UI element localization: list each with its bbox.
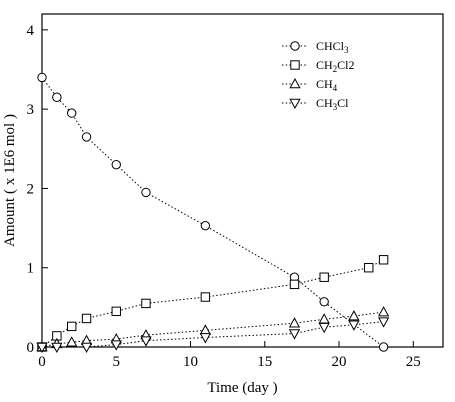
series-ch3cl <box>36 317 390 354</box>
x-tick-label: 15 <box>257 354 272 370</box>
data-point-chcl3 <box>37 72 47 83</box>
x-tick-label: 25 <box>406 354 421 370</box>
legend-label: CH3Cl <box>316 96 349 112</box>
legend-item-ch2cl2: CH2Cl2 <box>282 58 355 74</box>
series-chcl3 <box>37 72 389 352</box>
data-point-chcl3 <box>111 159 121 170</box>
data-point-chcl3 <box>81 132 92 142</box>
data-point-ch3cl <box>199 333 212 344</box>
x-tick-label: 5 <box>113 354 121 370</box>
data-point-ch3cl <box>140 336 152 347</box>
series-line-ch3cl <box>42 321 384 348</box>
x-tick-label: 0 <box>38 354 46 370</box>
data-point-ch4 <box>348 310 360 321</box>
legend-label: CH2Cl2 <box>316 58 355 74</box>
x-tick-label: 10 <box>183 354 198 370</box>
data-point-ch4 <box>377 306 390 317</box>
x-axis-title: Time (day ) <box>207 380 277 396</box>
legend-label: CH4 <box>316 77 338 93</box>
data-point-chcl3 <box>67 108 77 118</box>
legend-marker <box>289 77 301 89</box>
data-point-ch2cl2 <box>67 321 77 332</box>
series-line-chcl3 <box>41 77 384 348</box>
legend-marker <box>290 60 300 70</box>
legend-marker <box>289 98 301 110</box>
data-point-ch3cl <box>318 322 330 334</box>
data-point-ch2cl2 <box>81 313 92 324</box>
series-layer <box>36 72 390 354</box>
data-point-ch3cl <box>348 320 360 331</box>
y-tick-label: 3 <box>27 102 35 118</box>
data-point-ch4 <box>318 313 330 324</box>
data-point-ch3cl <box>288 329 301 340</box>
y-tick-label: 0 <box>27 340 35 356</box>
data-point-ch2cl2 <box>378 255 389 265</box>
data-point-chcl3 <box>52 92 62 102</box>
data-point-ch3cl <box>377 317 390 328</box>
data-point-ch2cl2 <box>141 298 151 309</box>
data-point-ch2cl2 <box>289 279 300 290</box>
x-tick-label: 20 <box>332 354 347 370</box>
legend-label: CHCl3 <box>316 39 349 55</box>
y-axis-title: Amount ( x 1E6 mol ) <box>2 114 18 247</box>
legend-item-chcl3: CHCl3 <box>282 39 349 55</box>
y-tick-label: 4 <box>27 23 35 39</box>
data-point-ch2cl2 <box>319 272 329 282</box>
data-point-ch2cl2 <box>111 306 121 317</box>
plot-frame <box>41 13 444 348</box>
data-point-ch2cl2 <box>364 263 374 273</box>
data-point-ch3cl <box>51 342 63 354</box>
data-point-chcl3 <box>319 297 329 307</box>
y-tick-label: 1 <box>27 261 35 277</box>
data-point-ch3cl <box>80 342 93 354</box>
legend-item-ch3cl: CH3Cl <box>282 96 349 112</box>
legend-marker <box>290 41 300 51</box>
data-point-chcl3 <box>200 220 211 231</box>
data-point-ch3cl <box>110 340 122 351</box>
data-point-ch4 <box>66 336 78 347</box>
series-line-ch2cl2 <box>41 259 384 348</box>
data-point-ch4 <box>288 317 301 328</box>
data-point-ch3cl <box>36 342 48 354</box>
legend-item-ch4: CH4 <box>282 77 338 93</box>
y-tick-label: 2 <box>27 181 35 197</box>
axes: 0 5 10 15 20 25 0 1 2 3 4 <box>27 13 444 370</box>
data-point-chcl3 <box>141 187 151 198</box>
data-point-chcl3 <box>378 342 389 352</box>
data-point-ch2cl2 <box>200 292 211 302</box>
legend: CHCl3 CH2Cl2 CH4 CH3Cl <box>282 39 355 112</box>
